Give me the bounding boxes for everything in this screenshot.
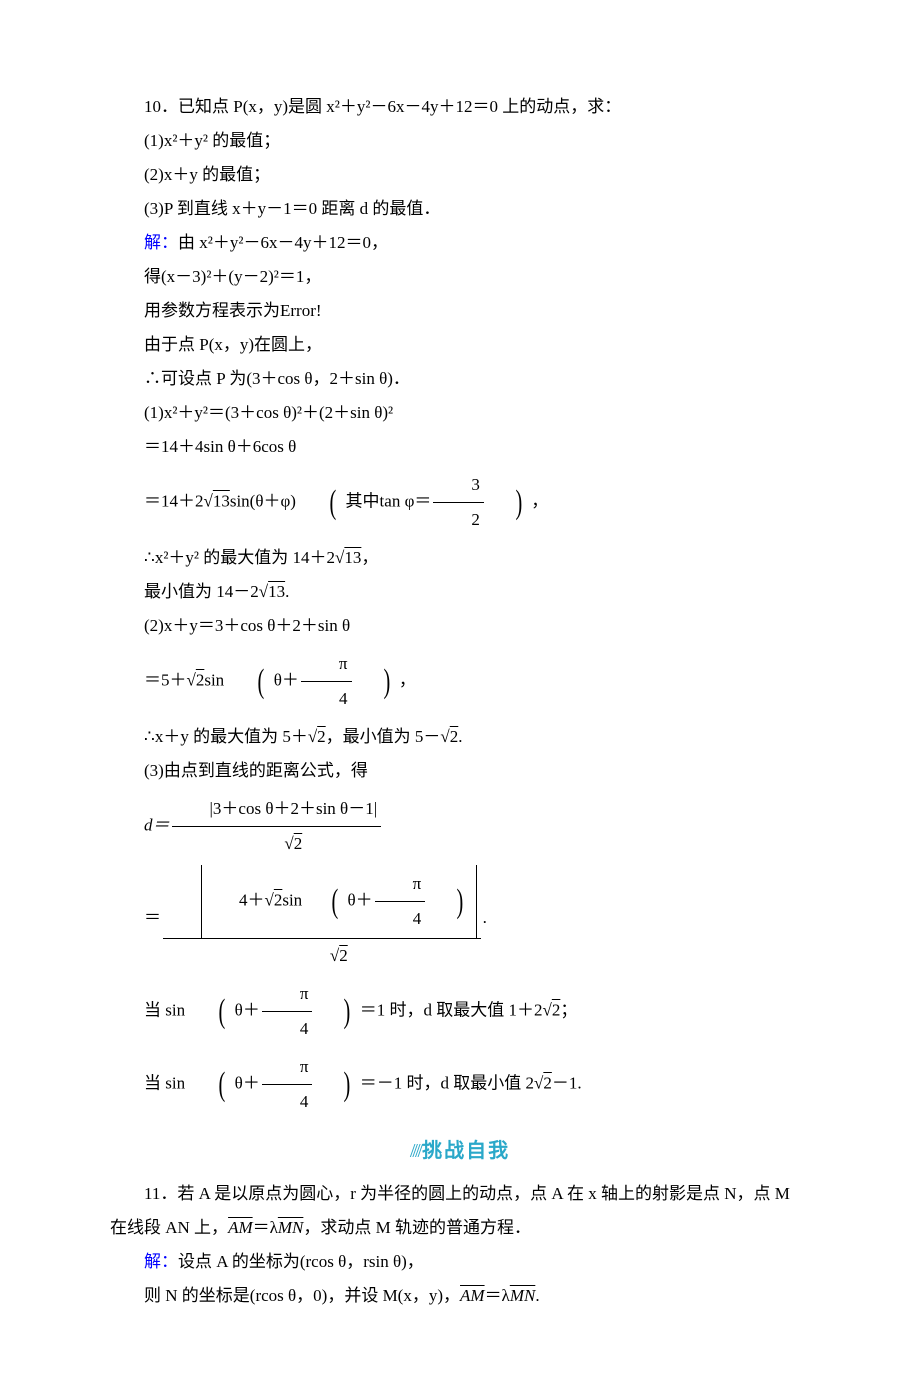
q10-s12: ＝5＋√2sin ( θ＋π4) ， xyxy=(110,647,810,716)
vector-mn: MN xyxy=(278,1218,304,1237)
text: . xyxy=(458,727,462,746)
left-paren: ( xyxy=(309,486,336,520)
right-paren: ) xyxy=(323,995,350,1029)
text: ，求动点 M 轨迹的普通方程． xyxy=(303,1218,531,1237)
text: θ＋ xyxy=(235,1000,260,1019)
text: 则 N 的坐标是(rcos θ，0)，并设 M(x，y)， xyxy=(144,1286,460,1305)
fraction-pi-4: π4 xyxy=(262,1050,313,1119)
hatch-icon: //// xyxy=(410,1140,420,1162)
left-paren: ( xyxy=(198,1068,225,1102)
fraction-d1: |3＋cos θ＋2＋sin θ－1| √2 xyxy=(172,792,382,861)
text: . xyxy=(535,1286,539,1305)
text: 由 x²＋y²－6x－4y＋12＝0， xyxy=(178,233,388,252)
text: ＝1 时，d 取最大值 1＋2 xyxy=(360,1000,543,1019)
text: 当 sin xyxy=(144,1000,185,1019)
q10-part3: (3)P 到直线 x＋y－1＝0 距离 d 的最值． xyxy=(110,192,810,226)
text: ＝14＋2 xyxy=(144,491,204,510)
q10-s16: ＝ 4＋√2sin(θ＋π4) √2 . xyxy=(110,865,810,973)
q10-part2: (2)x＋y 的最值； xyxy=(110,158,810,192)
sqrt-13: √13 xyxy=(259,582,285,601)
q10-s18: 当 sin ( θ＋π4) ＝－1 时，d 取最小值 2√2－1. xyxy=(110,1050,810,1119)
sqrt-2: √2 xyxy=(187,670,205,689)
text: ＝ xyxy=(144,908,161,927)
solution-label: 解： xyxy=(144,233,178,252)
q10-s7: ＝14＋4sin θ＋6cos θ xyxy=(110,430,810,464)
left-paren: ( xyxy=(198,995,225,1029)
text: ＝－1 时，d 取最小值 2 xyxy=(360,1073,534,1092)
q10-s2: 得(x－3)²＋(y－2)²＝1， xyxy=(110,260,810,294)
text: sin xyxy=(204,670,224,689)
text: ∴x²＋y² 的最大值为 14＋2 xyxy=(144,548,335,567)
text: 当 sin xyxy=(144,1073,185,1092)
q10-s17: 当 sin ( θ＋π4) ＝1 时，d 取最大值 1＋2√2； xyxy=(110,977,810,1046)
left-paren: ( xyxy=(238,665,265,699)
section-banner: ////挑战自我 xyxy=(110,1131,810,1171)
q10-s3: 用参数方程表示为Error! xyxy=(110,294,810,328)
q10-s8: ＝14＋2√13sin(θ＋φ) ( 其中tan φ＝32) ， xyxy=(110,468,810,537)
right-paren: ) xyxy=(495,486,522,520)
q11-s2: 则 N 的坐标是(rcos θ，0)，并设 M(x，y)，AM＝λMN. xyxy=(110,1279,810,1313)
text: . xyxy=(285,582,289,601)
q10-s6: (1)x²＋y²＝(3＋cos θ)²＋(2＋sin θ)² xyxy=(110,396,810,430)
right-paren: ) xyxy=(363,665,390,699)
text: －1. xyxy=(552,1073,582,1092)
vector-am: AM xyxy=(228,1218,253,1237)
text: d＝ xyxy=(144,815,170,834)
text: θ＋ xyxy=(274,670,299,689)
vector-am: AM xyxy=(460,1286,485,1305)
solution-label: 解： xyxy=(144,1252,178,1271)
text: ＝λ xyxy=(485,1286,510,1305)
text: 最小值为 14－2 xyxy=(144,582,259,601)
q11-sol-line1: 解：设点 A 的坐标为(rcos θ，rsin θ)， xyxy=(110,1245,810,1279)
sqrt-13: √13 xyxy=(204,491,230,510)
q10-s14: (3)由点到直线的距离公式，得 xyxy=(110,754,810,788)
sqrt-2: √2 xyxy=(440,727,458,746)
sqrt-2: √2 xyxy=(543,1000,561,1019)
q10-s15: d＝ |3＋cos θ＋2＋sin θ－1| √2 xyxy=(110,792,810,861)
text: ， xyxy=(531,491,548,510)
text: 在线段 AN 上， xyxy=(110,1218,228,1237)
vector-mn: MN xyxy=(510,1286,536,1305)
q10-s4: 由于点 P(x，y)在圆上， xyxy=(110,328,810,362)
error-text: Error! xyxy=(280,301,322,320)
fraction-d2: 4＋√2sin(θ＋π4) √2 xyxy=(163,865,481,973)
fraction-3-2: 32 xyxy=(433,468,484,537)
q10-s10: 最小值为 14－2√13. xyxy=(110,575,810,609)
fraction-pi-4: π4 xyxy=(301,647,352,716)
text: ； xyxy=(560,1000,577,1019)
text: 设点 A 的坐标为(rcos θ，rsin θ)， xyxy=(178,1252,424,1271)
banner-text: 挑战自我 xyxy=(422,1140,510,1162)
sqrt-2: √2 xyxy=(308,727,326,746)
q10-s11: (2)x＋y＝3＋cos θ＋2＋sin θ xyxy=(110,609,810,643)
banner-inner: ////挑战自我 xyxy=(410,1131,510,1171)
text: ∴x＋y 的最大值为 5＋ xyxy=(144,727,308,746)
q10-sol-line1: 解：由 x²＋y²－6x－4y＋12＝0， xyxy=(110,226,810,260)
page: 10．已知点 P(x，y)是圆 x²＋y²－6x－4y＋12＝0 上的动点，求：… xyxy=(0,0,920,1393)
sqrt-13: √13 xyxy=(335,548,361,567)
q10-stem: 10．已知点 P(x，y)是圆 x²＋y²－6x－4y＋12＝0 上的动点，求： xyxy=(110,90,810,124)
right-paren: ) xyxy=(323,1068,350,1102)
q10-s5: ∴可设点 P 为(3＋cos θ，2＋sin θ)． xyxy=(110,362,810,396)
fraction-pi-4: π4 xyxy=(262,977,313,1046)
text: θ＋ xyxy=(235,1073,260,1092)
q10-part1: (1)x²＋y² 的最值； xyxy=(110,124,810,158)
sqrt-2: √2 xyxy=(534,1073,552,1092)
text: ＝5＋ xyxy=(144,670,187,689)
q10-s9: ∴x²＋y² 的最大值为 14＋2√13， xyxy=(110,541,810,575)
text: . xyxy=(483,908,487,927)
text: ，最小值为 5－ xyxy=(326,727,441,746)
q10-s13: ∴x＋y 的最大值为 5＋√2，最小值为 5－√2. xyxy=(110,720,810,754)
q11-stem-line2: 在线段 AN 上，AM＝λMN，求动点 M 轨迹的普通方程． xyxy=(110,1211,810,1245)
text: sin(θ＋φ) xyxy=(230,491,296,510)
text: 其中tan φ＝ xyxy=(346,491,432,510)
text: ， xyxy=(361,548,378,567)
text: 用参数方程表示为 xyxy=(144,301,280,320)
text: ， xyxy=(399,670,416,689)
text: ＝λ xyxy=(253,1218,278,1237)
q11-stem-line1: 11．若 A 是以原点为圆心，r 为半径的圆上的动点，点 A 在 x 轴上的射影… xyxy=(110,1177,810,1211)
